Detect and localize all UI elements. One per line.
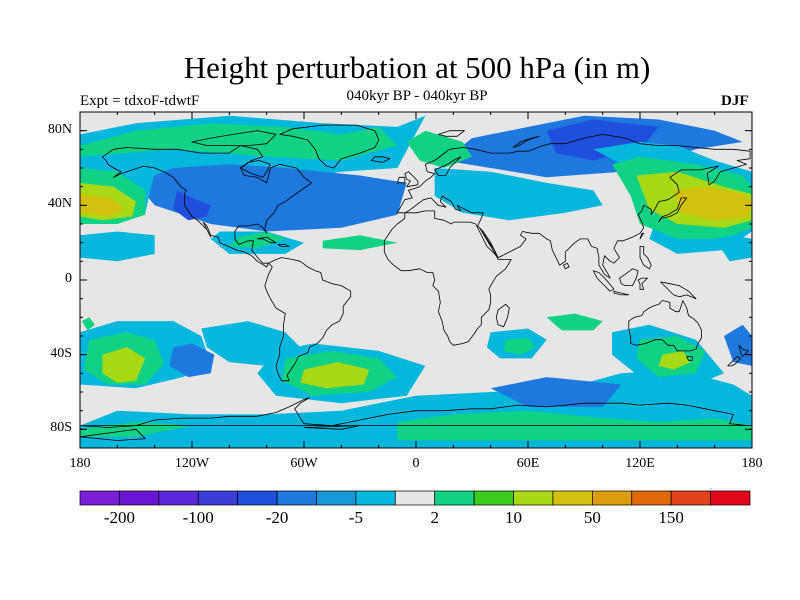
- contour-region-23: [102, 347, 146, 383]
- coastline-red-sea-arabia-line: [479, 227, 497, 257]
- coastline-eurasia-africa: [383, 133, 751, 346]
- experiment-label: Expt = tdxoF-tdwtF: [80, 93, 200, 109]
- colorbar-label: 2: [430, 508, 439, 527]
- contour-region-35: [490, 377, 622, 407]
- colorbar-box: [355, 490, 396, 506]
- coastline-hispaniola: [277, 244, 290, 247]
- lon-tick-label: 120E: [625, 456, 655, 471]
- coastline-taiwan: [639, 232, 645, 240]
- coastlines: [80, 124, 752, 441]
- coastline-philippines: [639, 245, 652, 270]
- contour-region-28: [300, 362, 370, 389]
- map-title: Height perturbation at 500 hPa (in m): [183, 50, 651, 85]
- lat-tick-label: 0: [65, 271, 72, 286]
- subtitle: 040kyr BP - 040kyr BP: [346, 88, 488, 104]
- colorbar-label: 150: [658, 508, 684, 527]
- colorbar-box: [710, 490, 751, 506]
- coastline-sri-lanka: [563, 262, 570, 270]
- contour-region-19: [673, 186, 752, 221]
- colorbar-box: [237, 490, 278, 506]
- lat-tick-label: 80S: [50, 420, 72, 436]
- colorbar-box: [79, 490, 120, 506]
- contour-region-31: [546, 313, 603, 331]
- coastline-sulawesi: [637, 277, 648, 290]
- colorbar-box: [473, 490, 514, 506]
- colorbar-box: [197, 490, 239, 506]
- lat-tick-label: 40N: [47, 196, 72, 212]
- colorbar-label: -200: [103, 508, 135, 527]
- coastline-antarctica: [80, 397, 752, 428]
- lon-tick-label: 60E: [516, 456, 540, 471]
- colorbar-box: [552, 490, 593, 506]
- colorbar-label: -5: [348, 508, 363, 527]
- contour-region-38: [658, 350, 691, 370]
- contour-region-4: [80, 231, 155, 262]
- lat-tick-label: 40S: [50, 345, 72, 361]
- lat-tick-label: 80N: [47, 121, 72, 137]
- coastline-ireland: [396, 176, 406, 184]
- lon-tick-label: 60W: [290, 456, 318, 471]
- coastline-new-zealand-north: [738, 344, 749, 357]
- colorbar-box: [276, 490, 317, 506]
- colorbar-box: [434, 490, 475, 506]
- coastline-weddell-shelf: [303, 425, 361, 430]
- colorbar-box: [670, 490, 711, 506]
- colorbar-label: 50: [583, 508, 601, 527]
- colorbar: [79, 490, 751, 506]
- coastline-ross-ice-shelf: [80, 428, 146, 441]
- coastline-japan: [658, 197, 688, 223]
- colorbar-box: [119, 490, 160, 506]
- contour-region-39: [724, 324, 752, 366]
- colorbar-box: [394, 490, 436, 506]
- lon-tick-label: 180: [741, 456, 763, 471]
- coastline-new-zealand-south: [727, 356, 742, 367]
- contour-region-15: [406, 130, 472, 168]
- colorbar-box: [631, 490, 672, 506]
- colorbar-box: [591, 490, 633, 506]
- coastline-cuba: [256, 236, 277, 244]
- coastline-new-guinea: [660, 281, 697, 300]
- coastline-greenland: [279, 124, 380, 169]
- colorbar-label: -20: [265, 508, 289, 527]
- coastline-scandinavia-inner: [434, 156, 462, 176]
- contour-region-3: [173, 190, 211, 221]
- contour-region-10: [229, 231, 286, 249]
- coastline-tasmania: [686, 356, 693, 361]
- contour-region-24: [169, 343, 215, 378]
- contour-region-9: [80, 194, 125, 217]
- coastline-arctic-archipelago: [191, 130, 277, 147]
- coastline-java: [613, 290, 630, 296]
- coastline-madagascar: [495, 303, 510, 328]
- coastline-south-america: [264, 257, 352, 382]
- coastline-iceland: [370, 156, 391, 163]
- coastline-australia: [628, 300, 702, 352]
- contour-region-30: [503, 337, 536, 355]
- contour-region-1: [80, 123, 398, 161]
- contour-region-20: [714, 235, 752, 262]
- contour-region-40: [81, 317, 95, 331]
- lon-tick-label: 180: [69, 456, 91, 471]
- coastline-great-britain: [404, 171, 419, 188]
- season-label: DJF: [721, 93, 749, 109]
- axis-ticks: [79, 111, 753, 449]
- colorbar-box: [513, 490, 554, 506]
- coastline-hudson-bay: [240, 160, 271, 178]
- coastline-novaya-zemlya: [512, 135, 540, 148]
- contour-regions: [80, 115, 752, 448]
- lon-tick-label: 120W: [174, 456, 210, 471]
- coastline-svalbard: [437, 130, 465, 137]
- colorbar-box: [158, 490, 199, 506]
- contour-region-11: [322, 235, 398, 251]
- colorbar-label: -100: [182, 508, 214, 527]
- coastline-sumatra: [592, 270, 615, 292]
- contour-region-14: [434, 168, 603, 221]
- coastline-borneo: [619, 268, 639, 287]
- coastline-north-america: [102, 145, 312, 268]
- colorbar-box: [316, 490, 357, 506]
- colorbar-label: 10: [505, 508, 523, 527]
- lon-tick-label: 0: [412, 456, 420, 471]
